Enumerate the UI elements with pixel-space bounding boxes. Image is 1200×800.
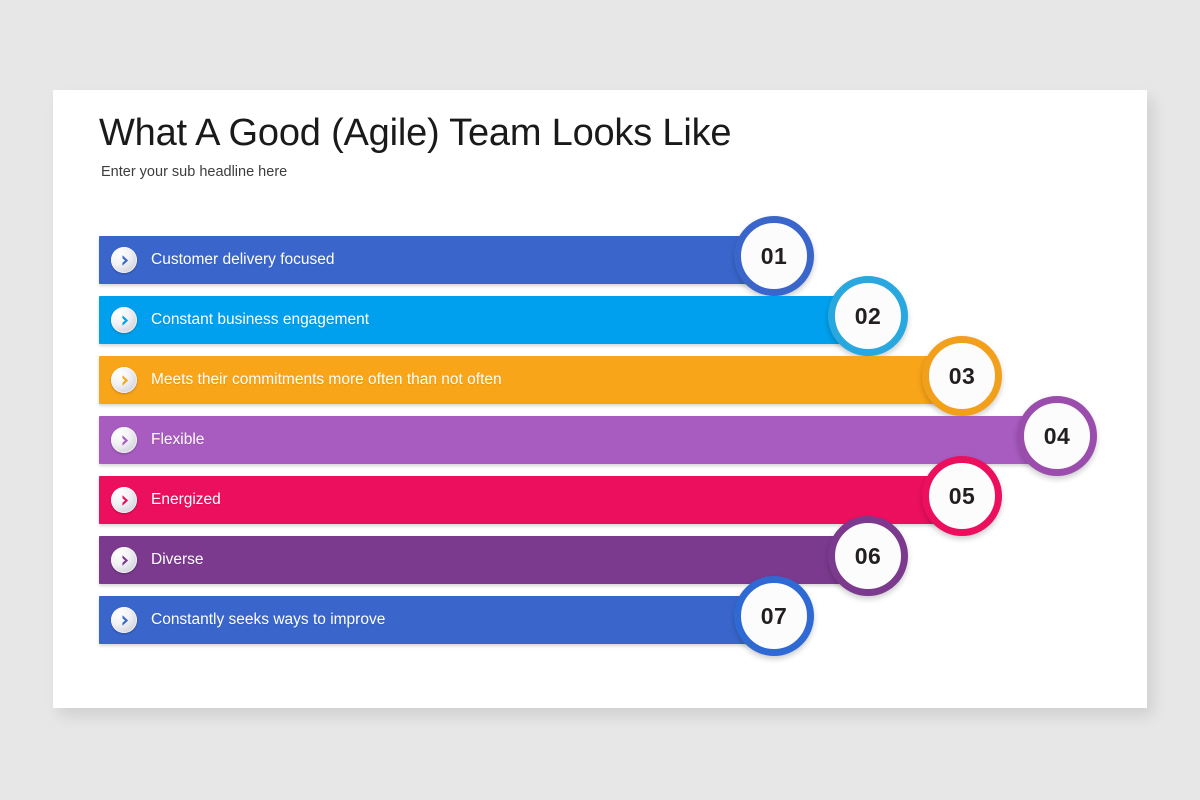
bar-label: Constantly seeks ways to improve bbox=[151, 611, 386, 628]
bar-row[interactable]: Meets their commitments more often than … bbox=[99, 336, 1002, 416]
bar-label: Meets their commitments more often than … bbox=[151, 371, 502, 388]
step-badge-number: 05 bbox=[948, 482, 976, 509]
bar-row[interactable]: Constant business engagement 02 bbox=[99, 276, 908, 356]
bar-item-04[interactable]: Flexible bbox=[99, 416, 1062, 464]
bar-item-02[interactable]: Constant business engagement bbox=[99, 296, 867, 344]
bar-item-03[interactable]: Meets their commitments more often than … bbox=[99, 356, 961, 404]
bar-label: Diverse bbox=[151, 551, 204, 568]
step-badge-03[interactable]: 03 bbox=[922, 336, 1002, 416]
slide-canvas: What A Good (Agile) Team Looks Like Ente… bbox=[53, 90, 1147, 708]
bar-row[interactable]: Diverse 06 bbox=[99, 516, 908, 596]
step-badge-04[interactable]: 04 bbox=[1017, 396, 1097, 476]
chevron-right-circle-icon bbox=[111, 547, 137, 573]
step-badge-number: 03 bbox=[948, 362, 976, 389]
chevron-right-circle-icon bbox=[111, 427, 137, 453]
page-subtitle: Enter your sub headline here bbox=[101, 163, 288, 180]
step-badge-02[interactable]: 02 bbox=[828, 276, 908, 356]
chevron-right-circle-icon bbox=[111, 367, 137, 393]
slide-header: What A Good (Agile) Team Looks Like Ente… bbox=[99, 112, 1079, 180]
bar-list: Customer delivery focused 01 Constant busi… bbox=[99, 216, 1119, 656]
step-badge-06[interactable]: 06 bbox=[828, 516, 908, 596]
bar-label: Energized bbox=[151, 491, 221, 508]
chevron-right-circle-icon bbox=[111, 247, 137, 273]
step-badge-number: 04 bbox=[1043, 422, 1071, 449]
bar-row[interactable]: Energized 05 bbox=[99, 456, 1002, 536]
step-badge-number: 07 bbox=[760, 602, 788, 629]
bar-item-06[interactable]: Diverse bbox=[99, 536, 867, 584]
bar-item-05[interactable]: Energized bbox=[99, 476, 961, 524]
bar-row[interactable]: Flexible 04 bbox=[99, 396, 1097, 476]
step-badge-05[interactable]: 05 bbox=[922, 456, 1002, 536]
bar-row[interactable]: Constantly seeks ways to improve 07 bbox=[99, 576, 814, 656]
chevron-right-circle-icon bbox=[111, 607, 137, 633]
bar-label: Constant business engagement bbox=[151, 311, 370, 328]
step-badge-07[interactable]: 07 bbox=[734, 576, 814, 656]
step-badge-number: 01 bbox=[760, 242, 788, 269]
bar-label: Customer delivery focused bbox=[151, 251, 335, 268]
step-badge-01[interactable]: 01 bbox=[734, 216, 814, 296]
bar-item-01[interactable]: Customer delivery focused bbox=[99, 236, 774, 284]
bar-label: Flexible bbox=[151, 431, 205, 448]
step-badge-number: 06 bbox=[854, 542, 882, 569]
chevron-right-circle-icon bbox=[111, 487, 137, 513]
page-title: What A Good (Agile) Team Looks Like bbox=[99, 112, 732, 154]
step-badge-number: 02 bbox=[854, 302, 882, 329]
bar-row[interactable]: Customer delivery focused 01 bbox=[99, 216, 814, 296]
bar-item-07[interactable]: Constantly seeks ways to improve bbox=[99, 596, 774, 644]
chevron-right-circle-icon bbox=[111, 307, 137, 333]
